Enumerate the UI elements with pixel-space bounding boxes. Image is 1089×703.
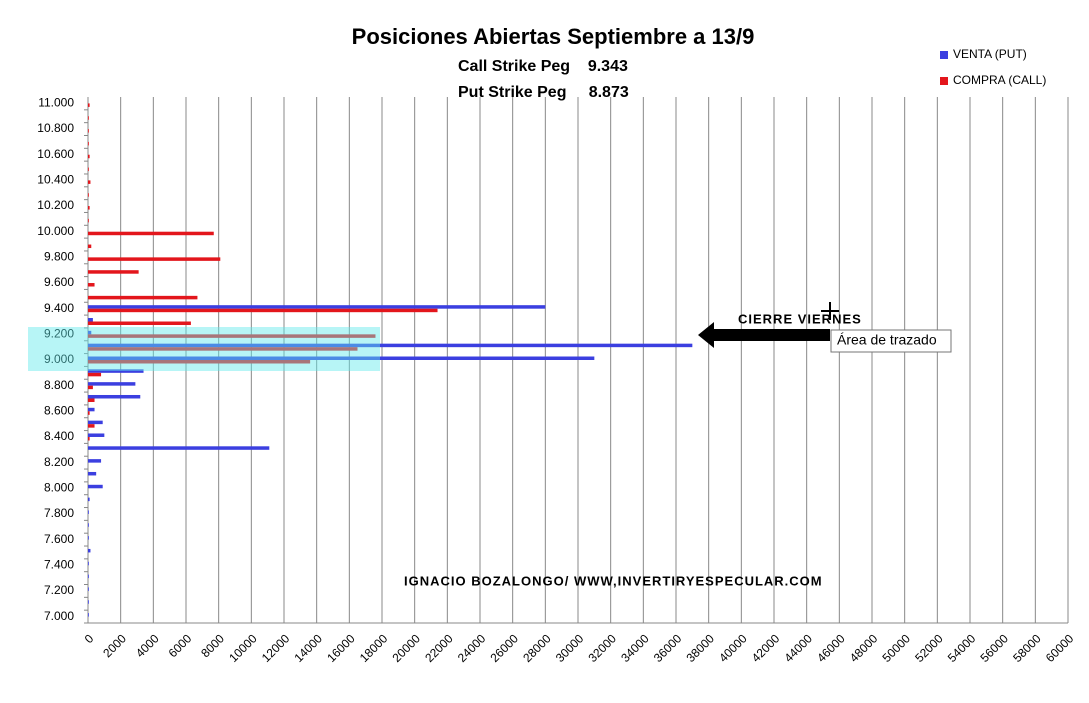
bar xyxy=(88,372,102,377)
bar xyxy=(88,446,270,450)
bar xyxy=(88,394,141,399)
bar xyxy=(88,270,139,274)
y-tick-label: 10.400 xyxy=(37,173,74,187)
bar xyxy=(88,218,89,223)
bar xyxy=(88,436,90,441)
legend-label: COMPRA (CALL) xyxy=(953,73,1046,87)
y-tick-label: 7.800 xyxy=(44,506,74,520)
y-tick-label: 7.400 xyxy=(44,557,74,571)
bar xyxy=(88,523,89,527)
tooltip xyxy=(830,329,952,353)
bar xyxy=(88,600,89,604)
y-tick-label: 10.600 xyxy=(37,147,74,161)
annotation: IGNACIO BOZALONGO/ WWW,INVERTIRYESPECULA… xyxy=(404,573,823,588)
y-tick-label: 9.200 xyxy=(44,327,74,341)
bar xyxy=(88,103,90,107)
bar xyxy=(88,587,89,591)
y-tick-label: 10.200 xyxy=(37,198,74,212)
legend-label: VENTA (PUT) xyxy=(953,47,1027,61)
y-tick-label: 9.600 xyxy=(44,275,74,289)
bar xyxy=(88,206,90,210)
bar xyxy=(88,574,89,579)
bar xyxy=(88,497,90,502)
bar xyxy=(88,330,92,335)
y-tick-label: 8.000 xyxy=(44,480,74,494)
tooltip-text: Área de trazado xyxy=(837,332,937,348)
y-tick-label: 9.400 xyxy=(44,301,74,315)
y-tick-label: 8.800 xyxy=(44,378,74,392)
chart-title: Posiciones Abiertas Septiembre a 13/9 xyxy=(352,24,755,49)
bar xyxy=(88,471,97,476)
bar xyxy=(88,347,358,351)
bar xyxy=(88,420,103,425)
bar xyxy=(88,129,89,133)
bar xyxy=(88,305,546,309)
bar xyxy=(88,154,90,159)
bar xyxy=(88,244,92,249)
y-tick-label: 10.000 xyxy=(37,224,74,238)
bar xyxy=(88,536,89,540)
bar xyxy=(88,459,102,463)
bar xyxy=(88,343,693,348)
y-tick-label: 8.600 xyxy=(44,403,74,417)
bar xyxy=(88,231,214,236)
bar xyxy=(88,193,89,197)
bar xyxy=(88,180,91,184)
y-tick-label: 10.800 xyxy=(37,121,74,135)
bar xyxy=(88,257,221,261)
highlight xyxy=(28,327,380,371)
bar xyxy=(88,433,105,437)
bar xyxy=(88,167,89,172)
bar xyxy=(88,356,595,360)
bar xyxy=(88,116,89,120)
bar xyxy=(88,283,95,287)
y-tick-label: 8.200 xyxy=(44,455,74,469)
y-tick-label: 9.000 xyxy=(44,352,74,366)
y-tick-label: 9.800 xyxy=(44,250,74,264)
bar xyxy=(88,398,95,402)
y-tick-label: 7.600 xyxy=(44,532,74,546)
bar xyxy=(88,334,376,338)
bar xyxy=(88,308,438,313)
bar xyxy=(88,385,93,390)
bar xyxy=(88,411,90,415)
subtitle: Call Strike Peg 9.343 xyxy=(458,58,628,75)
bar xyxy=(88,321,191,326)
bar xyxy=(88,369,144,373)
legend-swatch xyxy=(940,77,948,85)
bar xyxy=(88,484,103,489)
bar xyxy=(88,561,89,566)
bar xyxy=(88,424,95,428)
bar xyxy=(88,360,311,364)
bar xyxy=(88,141,89,146)
bar xyxy=(88,318,93,322)
bar xyxy=(88,548,91,553)
bar xyxy=(88,382,136,386)
y-tick-label: 7.000 xyxy=(44,609,74,623)
bar xyxy=(88,613,89,617)
y-tick-label: 11.000 xyxy=(38,96,74,110)
cursor xyxy=(821,302,839,320)
y-tick-label: 7.200 xyxy=(44,583,74,597)
subtitle: Put Strike Peg 8.873 xyxy=(458,84,629,101)
bar xyxy=(88,510,89,514)
arrow xyxy=(698,322,830,348)
bar xyxy=(88,295,198,300)
bar xyxy=(88,407,95,412)
legend-swatch xyxy=(940,51,948,59)
y-tick-label: 8.400 xyxy=(44,429,74,443)
annotation: CIERRE VIERNES xyxy=(738,311,862,326)
